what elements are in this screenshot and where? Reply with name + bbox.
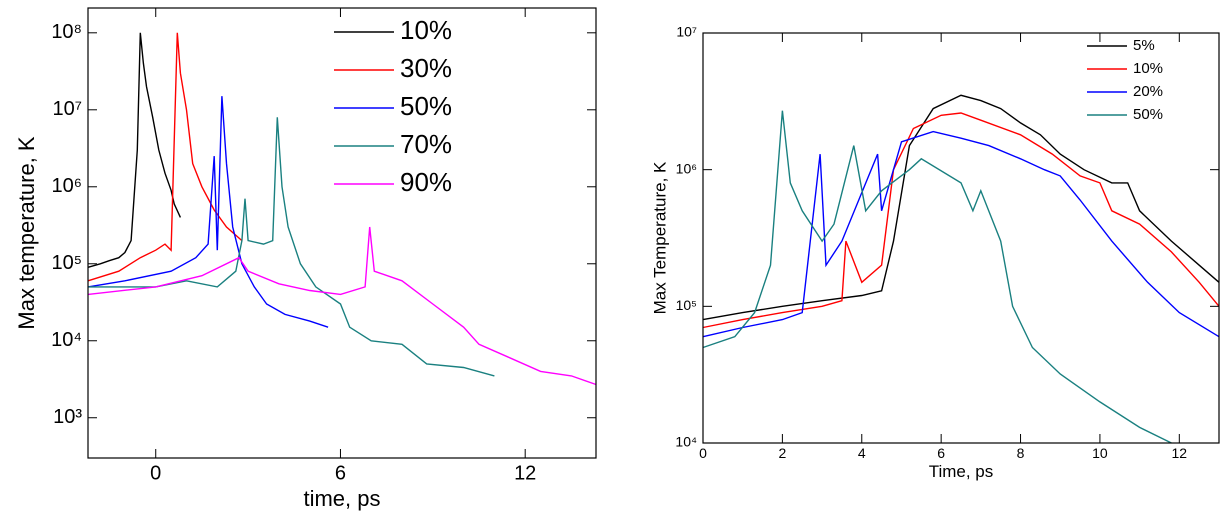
series-line — [87, 226, 597, 386]
x-axis-label: Time, ps — [929, 462, 994, 481]
x-tick-label: 0 — [150, 462, 161, 484]
x-tick-label: 6 — [335, 462, 346, 484]
legend-label: 5% — [1133, 37, 1155, 54]
legend-label: 10% — [400, 15, 452, 45]
x-tick-label: 8 — [1017, 445, 1025, 461]
series-line — [87, 32, 182, 268]
y-tick-label: 10⁸ — [51, 21, 82, 43]
plot-frame — [702, 32, 1220, 444]
x-tick-label: 4 — [858, 445, 866, 461]
legend-label: 50% — [1133, 106, 1163, 123]
x-tick-label: 12 — [514, 462, 536, 484]
y-tick-label: 10⁴ — [675, 434, 697, 450]
x-tick-label: 0 — [699, 445, 707, 461]
x-tick-label: 12 — [1172, 445, 1188, 461]
legend-label: 10% — [1133, 60, 1163, 77]
series-line — [702, 112, 1220, 329]
y-tick-label: 10⁶ — [52, 175, 82, 197]
y-tick-label: 10⁷ — [53, 98, 82, 120]
series-line — [87, 96, 329, 328]
legend-label: 30% — [400, 53, 452, 83]
series-line — [88, 117, 495, 377]
legend-label: 20% — [1133, 83, 1163, 100]
y-tick-label: 10⁷ — [676, 24, 697, 40]
x-tick-label: 2 — [778, 445, 786, 461]
series-line — [87, 32, 243, 282]
y-tick-label: 10⁶ — [676, 160, 697, 176]
x-tick-label: 10 — [1092, 445, 1108, 461]
series-line — [702, 130, 1220, 338]
y-tick-label: 10⁵ — [51, 252, 82, 274]
legend-label: 50% — [400, 91, 452, 121]
legend-label: 70% — [400, 129, 452, 159]
y-axis-label: Max temperature, K — [14, 136, 39, 330]
x-axis-label: time, ps — [303, 486, 380, 511]
y-tick-label: 10³ — [53, 406, 82, 428]
series-line — [702, 110, 1172, 444]
plot-frame — [87, 7, 597, 459]
y-tick-label: 10⁴ — [51, 329, 82, 351]
y-axis-label: Max Temperature, K — [650, 161, 669, 314]
y-tick-label: 10⁵ — [676, 297, 697, 313]
legend-label: 90% — [400, 167, 452, 197]
x-tick-label: 6 — [937, 445, 945, 461]
